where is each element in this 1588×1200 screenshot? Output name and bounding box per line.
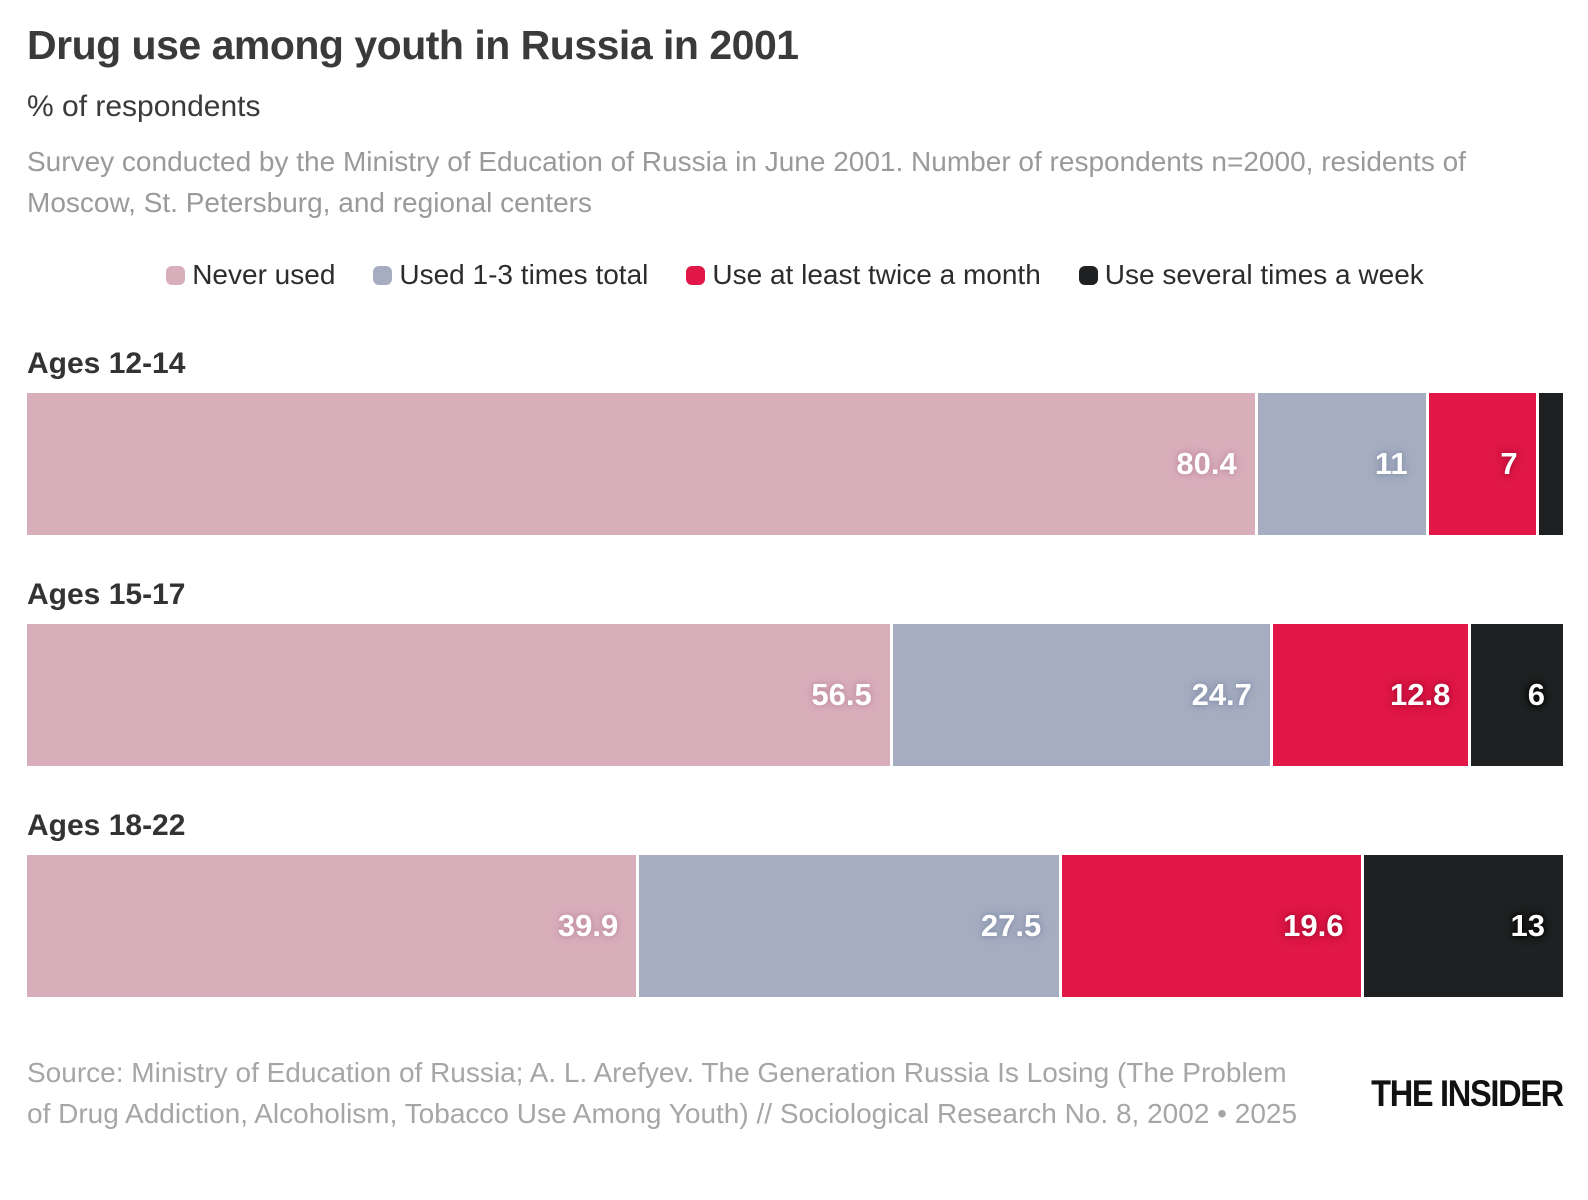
bar-segment (1538, 393, 1563, 536)
bar-segment: 11 (1257, 393, 1426, 536)
value-label: 80.4 (1176, 446, 1237, 482)
legend-item: Use several times a week (1078, 259, 1424, 291)
value-label: 11 (1374, 446, 1408, 482)
bar-segment: 12.8 (1272, 624, 1469, 767)
legend-label: Use at least twice a month (712, 259, 1041, 291)
chart-subtitle: % of respondents (27, 90, 261, 123)
stacked-bar: 80.4 11 7 (27, 393, 1563, 536)
category-label: Ages 15-17 (27, 578, 186, 612)
category-label: Ages 12-14 (27, 347, 186, 381)
legend-swatch-icon (1078, 265, 1098, 285)
bar-segment: 27.5 (639, 855, 1060, 998)
legend-item: Use at least twice a month (686, 259, 1041, 291)
chart-title: Drug use among youth in Russia in 2001 (27, 22, 799, 68)
legend-item: Never used (166, 259, 335, 291)
bar-group: Ages 15-17 56.5 24.7 12.8 6 (27, 578, 1563, 767)
bar-group: Ages 18-22 39.9 27.5 19.6 13 (27, 809, 1563, 998)
value-label: 39.9 (557, 908, 619, 944)
legend-swatch-icon (373, 265, 393, 285)
legend-label: Never used (192, 259, 336, 291)
bar-segment: 13 (1364, 855, 1563, 998)
value-label: 12.8 (1390, 677, 1451, 713)
bar-segment: 39.9 (27, 855, 637, 998)
stacked-bar-chart: Ages 12-14 80.4 11 7 Ages 15-17 56.5 24.7 12.8 6… (27, 347, 1563, 998)
value-label: 7 (1500, 446, 1518, 482)
bar-segment: 24.7 (892, 624, 1270, 767)
category-label: Ages 18-22 (27, 809, 186, 843)
footer: Source: Ministry of Education of Russia;… (27, 1053, 1564, 1134)
source-note: Source: Ministry of Education of Russia;… (27, 1057, 1298, 1129)
value-label: 27.5 (980, 908, 1042, 944)
legend-label: Used 1-3 times total (399, 259, 649, 291)
chart-description: Survey conducted by the Ministry of Educ… (27, 146, 1466, 219)
stacked-bar: 39.9 27.5 19.6 13 (27, 855, 1563, 998)
legend-label: Use several times a week (1104, 259, 1424, 291)
value-label: 19.6 (1283, 908, 1344, 944)
value-label: 13 (1510, 908, 1545, 944)
the-insider-logo: THE INSIDER (1371, 1072, 1564, 1114)
value-label: 24.7 (1191, 677, 1252, 713)
stacked-bar: 56.5 24.7 12.8 6 (27, 624, 1563, 767)
bar-group: Ages 12-14 80.4 11 7 (27, 347, 1563, 536)
bar-segment: 7 (1428, 393, 1536, 536)
legend-swatch-icon (686, 265, 706, 285)
bar-segment: 19.6 (1062, 855, 1362, 998)
bar-segment: 56.5 (27, 624, 890, 767)
legend-swatch-icon (166, 265, 186, 285)
legend-item: Used 1-3 times total (373, 259, 648, 291)
value-label: 6 (1527, 677, 1545, 713)
value-label: 56.5 (811, 677, 872, 713)
bar-segment: 6 (1471, 624, 1563, 767)
bar-segment: 80.4 (27, 393, 1255, 536)
legend: Never used Used 1-3 times total Use at lea… (27, 259, 1563, 291)
